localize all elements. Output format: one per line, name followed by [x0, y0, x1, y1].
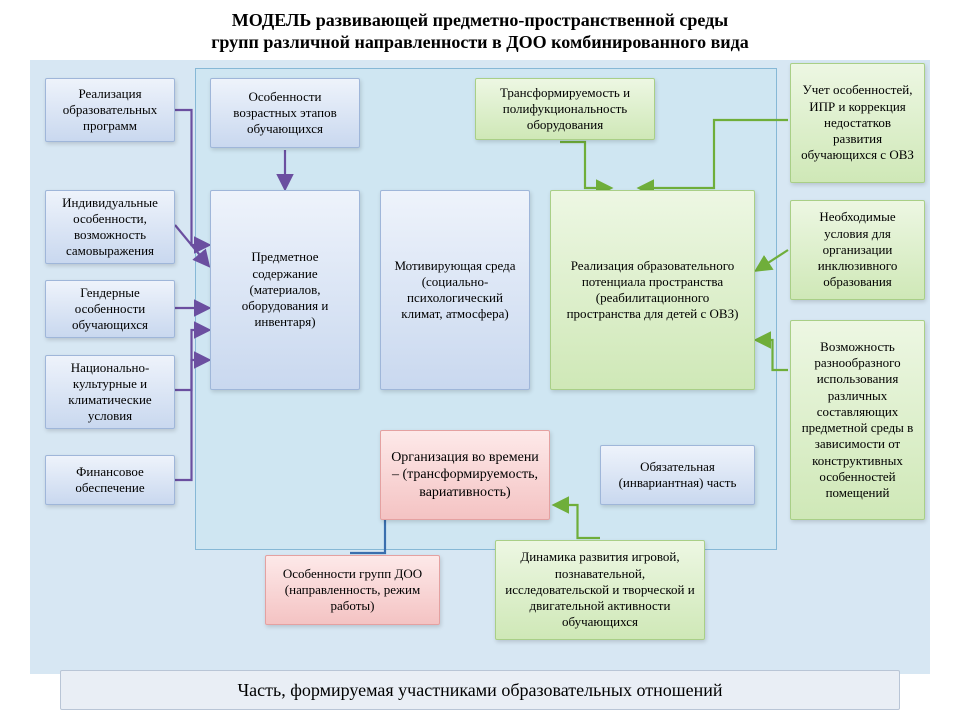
- box-b_ovzfeat: Учет особенностей, ИПР и коррекция недос…: [790, 63, 925, 183]
- box-c_predm: Предметное содержание (материалов, обору…: [210, 190, 360, 390]
- box-b_doogrp: Особенности групп ДОО (направленность, р…: [265, 555, 440, 625]
- box-b_vozr: Особенности возрастных этапов обучающихс…: [210, 78, 360, 148]
- box-c_motiv: Мотивирующая среда (социально-психологич…: [380, 190, 530, 390]
- box-b_fin: Финансовое обеспечение: [45, 455, 175, 505]
- box-b_transf: Трансформируемость и полифукциональность…: [475, 78, 655, 140]
- box-b_inkl: Необходимые условия для организации инкл…: [790, 200, 925, 300]
- footer-text: Часть, формируемая участниками образоват…: [60, 670, 900, 710]
- box-b_natcult: Национально-культурные и климатические у…: [45, 355, 175, 429]
- title-line1: МОДЕЛЬ развивающей предметно-пространств…: [0, 10, 960, 31]
- box-c_orgtime: Организация во времени – (трансформируем…: [380, 430, 550, 520]
- title-line2: групп различной направленности в ДОО ком…: [0, 32, 960, 53]
- box-b_dynamic: Динамика развития игровой, познавательно…: [495, 540, 705, 640]
- box-b_real_prog: Реализация образовательных программ: [45, 78, 175, 142]
- box-c_obyaz: Обязательная (инвариантная) часть: [600, 445, 755, 505]
- box-b_indiv: Индивидуальные особенности, возможность …: [45, 190, 175, 264]
- box-b_variety: Возможность разнообразного использования…: [790, 320, 925, 520]
- box-c_ovz: Реализация образовательного потенциала п…: [550, 190, 755, 390]
- box-b_gender: Гендерные особенности обучающихся: [45, 280, 175, 338]
